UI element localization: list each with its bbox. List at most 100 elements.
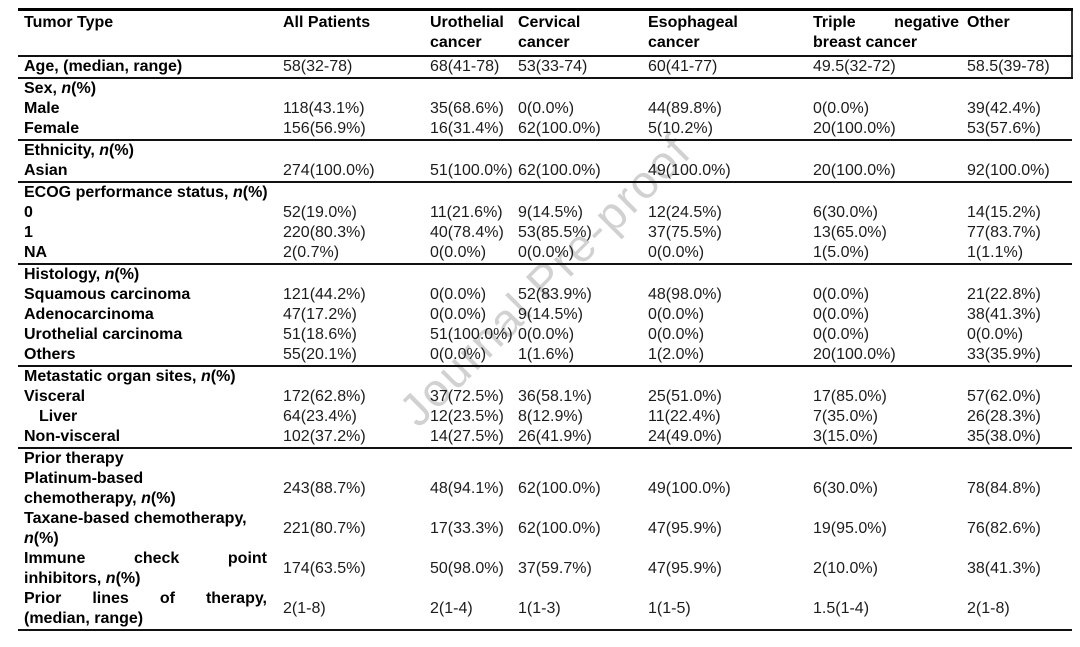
cell-value: 2(1-4): [430, 600, 473, 617]
cell-value: 5(10.2%): [648, 119, 813, 141]
label-line: Others: [24, 346, 76, 363]
label-line: Urothelial: [430, 14, 504, 31]
cell-value: 44(89.8%): [648, 100, 722, 117]
label-line: inhibitors, n(%): [24, 570, 141, 587]
cell-value: 9(14.5%): [518, 306, 583, 323]
cell-value: 11(21.6%): [430, 204, 503, 221]
section-row: Histology, n(%): [18, 264, 1072, 285]
cell-value: 14(15.2%): [967, 204, 1041, 221]
table-body: Age, (median, range) 58(32-78) 68(41-78) 53…: [18, 56, 1073, 630]
label-line: All Patients: [283, 14, 371, 31]
cell-value: 92(100.0%): [967, 161, 1072, 183]
table-row: Asian 274(100.0%) 51(100.0%) 62(100.0%) 49(1…: [18, 161, 1072, 183]
label-line: Sex, n(%): [24, 80, 97, 97]
cell-value: 2(0.7%): [283, 243, 430, 265]
cell-value: 0(0.0%): [813, 100, 870, 117]
cell-value: 37(72.5%): [430, 388, 504, 405]
row-label: Visceral: [18, 387, 283, 407]
row-label: Taxane-based chemotherapy, n(%): [18, 509, 283, 549]
cell-value: 51(100.0%): [430, 161, 518, 183]
table-row: Adenocarcinoma 47(17.2%) 0(0.0%) 9(14.5%) 0(…: [18, 305, 1072, 325]
cell-value: 40(78.4%): [430, 224, 504, 241]
cell-value: 20(100.0%): [813, 119, 967, 141]
cell-value: 19(95.0%): [813, 520, 887, 537]
cell-value: 9(14.5%): [518, 204, 583, 221]
row-label: Liver: [18, 407, 283, 427]
cell-value: 1(1-3): [518, 600, 561, 617]
section-row: Ethnicity, n(%): [18, 140, 1072, 161]
row-label: 0: [18, 203, 283, 223]
label-line: Adenocarcinoma: [24, 306, 154, 323]
cell-value: 48(98.0%): [648, 286, 722, 303]
cell-value: 16(31.4%): [430, 119, 518, 141]
section-label: Sex, n(%): [18, 78, 1072, 99]
row-label: Prior lines of therapy, (median, range): [18, 589, 283, 630]
cell-value: 174(63.5%): [283, 560, 366, 577]
label-line: 1: [24, 224, 33, 241]
label-line: Ethnicity, n(%): [24, 142, 134, 159]
cell-value: 20(100.0%): [813, 161, 967, 183]
column-header: Triple negative breast cancer: [813, 9, 967, 57]
cell-value: 1.5(1-4): [813, 600, 870, 617]
row-label: Others: [18, 345, 283, 367]
cell-value: 0(0.0%): [813, 326, 870, 343]
cell-value: 14(27.5%): [430, 427, 518, 449]
cell-value: 62(100.0%): [518, 520, 601, 537]
row-label: Age, (median, range): [18, 56, 283, 79]
table-header: Tumor Type All Patients Urothelial cancer Ce…: [18, 9, 1073, 57]
cell-value: 60(41-77): [648, 56, 813, 79]
cell-value: 25(51.0%): [648, 388, 722, 405]
label-line: Tumor Type: [24, 14, 114, 31]
row-label: Male: [18, 99, 283, 119]
cell-value: 53(85.5%): [518, 224, 592, 241]
label-line: ECOG performance status, n(%): [24, 184, 268, 201]
cell-value: 51(100.0%): [430, 326, 513, 343]
table-row: Urothelial carcinoma 51(18.6%) 51(100.0%) 0…: [18, 325, 1072, 345]
column-header: Urothelial cancer: [430, 9, 518, 57]
label-line: n(%): [24, 530, 59, 547]
cell-value: 1(5.0%): [813, 243, 967, 265]
section-label: Prior therapy: [18, 448, 1072, 469]
table-row: 1 220(80.3%) 40(78.4%) 53(85.5%) 37(75.5%) 13…: [18, 223, 1072, 243]
cell-value: 0(0.0%): [430, 243, 518, 265]
section-label: Histology, n(%): [18, 264, 1072, 285]
cell-value: 37(75.5%): [648, 224, 722, 241]
table-row: Platinum-based chemotherapy, n(%) 243(88.7…: [18, 469, 1072, 509]
label-line: chemotherapy, n(%): [24, 490, 176, 507]
cell-value: 62(100.0%): [518, 480, 601, 497]
cell-value: 11(22.4%): [648, 408, 721, 425]
label-line: Triple negative: [813, 14, 959, 31]
cell-value: 0(0.0%): [967, 326, 1024, 343]
cell-value: 49(100.0%): [648, 161, 813, 183]
label-line: cancer: [648, 34, 700, 51]
row-label: Adenocarcinoma: [18, 305, 283, 325]
cell-value: 47(95.9%): [648, 560, 722, 577]
cell-value: 21(22.8%): [967, 286, 1041, 303]
cell-value: 7(35.0%): [813, 408, 878, 425]
cell-value: 24(49.0%): [648, 427, 813, 449]
cell-value: 0(0.0%): [813, 286, 870, 303]
label-line: Female: [24, 120, 80, 137]
cell-value: 274(100.0%): [283, 161, 430, 183]
column-header: All Patients: [283, 9, 430, 57]
label-line: Male: [24, 100, 60, 117]
cell-value: 33(35.9%): [967, 345, 1072, 367]
cell-value: 2(10.0%): [813, 560, 878, 577]
cell-value: 243(88.7%): [283, 480, 366, 497]
cell-value: 0(0.0%): [813, 306, 870, 323]
cell-value: 172(62.8%): [283, 388, 366, 405]
cell-value: 20(100.0%): [813, 345, 967, 367]
section-row: ECOG performance status, n(%): [18, 182, 1072, 203]
cell-value: 35(38.0%): [967, 427, 1072, 449]
cell-value: 47(95.9%): [648, 520, 722, 537]
cell-value: 0(0.0%): [518, 326, 575, 343]
cell-value: 17(33.3%): [430, 520, 504, 537]
cell-value: 13(65.0%): [813, 224, 887, 241]
label-line: breast cancer: [813, 34, 918, 51]
label-line: 0: [24, 204, 33, 221]
cell-value: 0(0.0%): [430, 306, 487, 323]
cell-value: 37(59.7%): [518, 560, 592, 577]
cell-value: 2(1-8): [967, 600, 1010, 617]
cell-value: 55(20.1%): [283, 345, 430, 367]
cell-value: 0(0.0%): [648, 243, 813, 265]
